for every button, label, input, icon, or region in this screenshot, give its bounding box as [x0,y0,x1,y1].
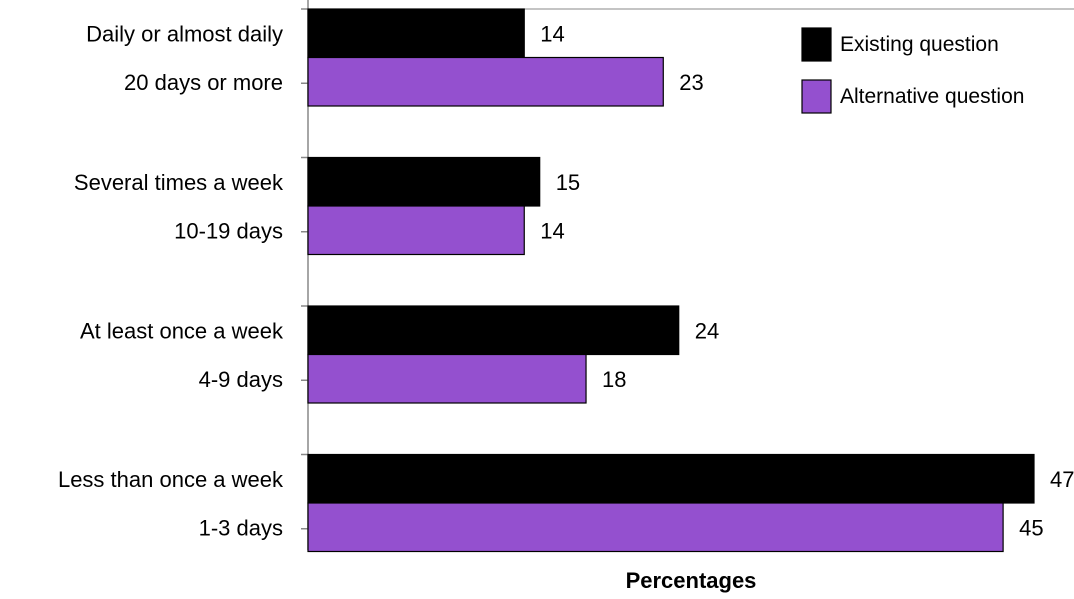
data-label: 15 [556,170,580,195]
bar-existing-1 [307,156,541,207]
legend-swatch-existing [801,27,832,62]
category-label: 10-19 days [174,218,283,243]
value-labels: 14 23 15 14 24 18 47 45 [540,21,1074,540]
legend: Existing question Alternative question [801,27,1024,114]
legend-label: Alternative question [840,85,1024,108]
bar-alternative-2 [307,353,587,404]
x-axis-title: Percentages [626,568,757,593]
data-label: 14 [540,218,564,243]
data-label: 45 [1019,515,1043,540]
data-label: 14 [540,21,564,46]
category-label: Daily or almost daily [86,21,283,46]
bar-alternative-1 [307,205,525,256]
bars-layer [301,8,1035,553]
legend-swatch-alternative [801,79,832,114]
data-label: 24 [695,318,719,343]
bar-existing-0 [307,8,525,59]
data-label: 47 [1050,467,1074,492]
category-label: 1-3 days [199,515,283,540]
category-label: At least once a week [80,318,284,343]
category-label: Several times a week [74,170,284,195]
bar-alternative-3 [307,502,1004,553]
category-label: 4-9 days [199,367,283,392]
category-labels: Daily or almost daily 20 days or more Seve… [58,21,284,540]
bar-existing-2 [307,305,680,356]
category-label: Less than once a week [58,467,284,492]
bar-alternative-0 [307,56,664,107]
data-label: 18 [602,367,626,392]
bar-existing-3 [307,453,1035,504]
data-label: 23 [679,70,703,95]
legend-label: Existing question [840,33,999,56]
category-label: 20 days or more [124,70,283,95]
